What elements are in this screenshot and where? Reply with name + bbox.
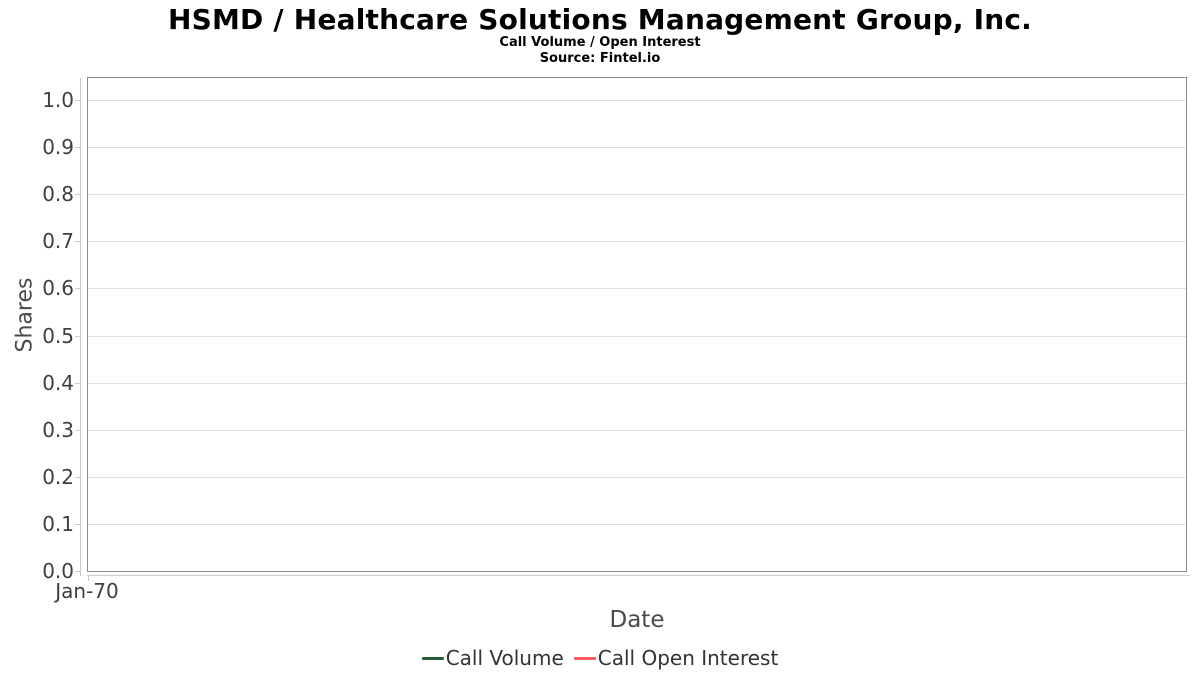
y-tick-mark [75,524,80,525]
x-axis-title: Date [609,607,665,633]
y-tick-label: 0.3 [42,418,74,442]
y-gridline [88,241,1186,242]
y-gridline [88,194,1186,195]
y-tick-mark [75,100,80,101]
y-tick-label: 0.6 [42,276,74,300]
y-gridline [88,147,1186,148]
y-tick-label: 0.1 [42,512,74,536]
y-tick-mark [75,194,80,195]
chart-subtitle: Call Volume / Open Interest [499,35,701,50]
y-tick-label: 0.2 [42,465,74,489]
y-tick-label: 0.7 [42,229,74,253]
y-tick-mark [75,147,80,148]
y-tick-label: 0.4 [42,371,74,395]
chart-source-note: Source: Fintel.io [539,51,661,66]
y-gridline [88,524,1186,525]
y-tick-mark [75,288,80,289]
legend-series-line-icon [573,656,596,660]
y-tick-label: 0.5 [42,324,74,348]
y-tick-mark [75,477,80,478]
y-gridline [88,477,1186,478]
legend-label: Call Volume [445,646,564,670]
x-tick-mark [88,576,89,581]
x-tick-label: Jan-70 [55,579,119,603]
x-axis-line [87,575,1190,576]
y-gridline [88,100,1186,101]
legend-item-call-volume[interactable]: Call Volume [421,646,564,670]
y-gridline [88,288,1186,289]
y-gridline [88,430,1186,431]
y-gridline [88,336,1186,337]
y-tick-mark [75,336,80,337]
legend-series-line-icon [421,656,444,660]
legend-label: Call Open Interest [597,646,779,670]
y-tick-mark [75,241,80,242]
y-axis-title: Shares [12,277,38,353]
legend: Call Volume Call Open Interest [0,645,1200,671]
y-gridline [88,383,1186,384]
y-tick-label: 0.8 [42,182,74,206]
y-tick-label: 0.0 [42,559,74,583]
y-tick-mark [75,383,80,384]
y-tick-mark [75,571,80,572]
y-axis-line [80,78,81,576]
plot-area [87,77,1187,572]
legend-item-call-open-interest[interactable]: Call Open Interest [573,646,779,670]
chart-title: HSMD / Healthcare Solutions Management G… [167,3,1033,36]
y-tick-mark [75,430,80,431]
y-tick-label: 1.0 [42,88,74,112]
y-tick-label: 0.9 [42,135,74,159]
